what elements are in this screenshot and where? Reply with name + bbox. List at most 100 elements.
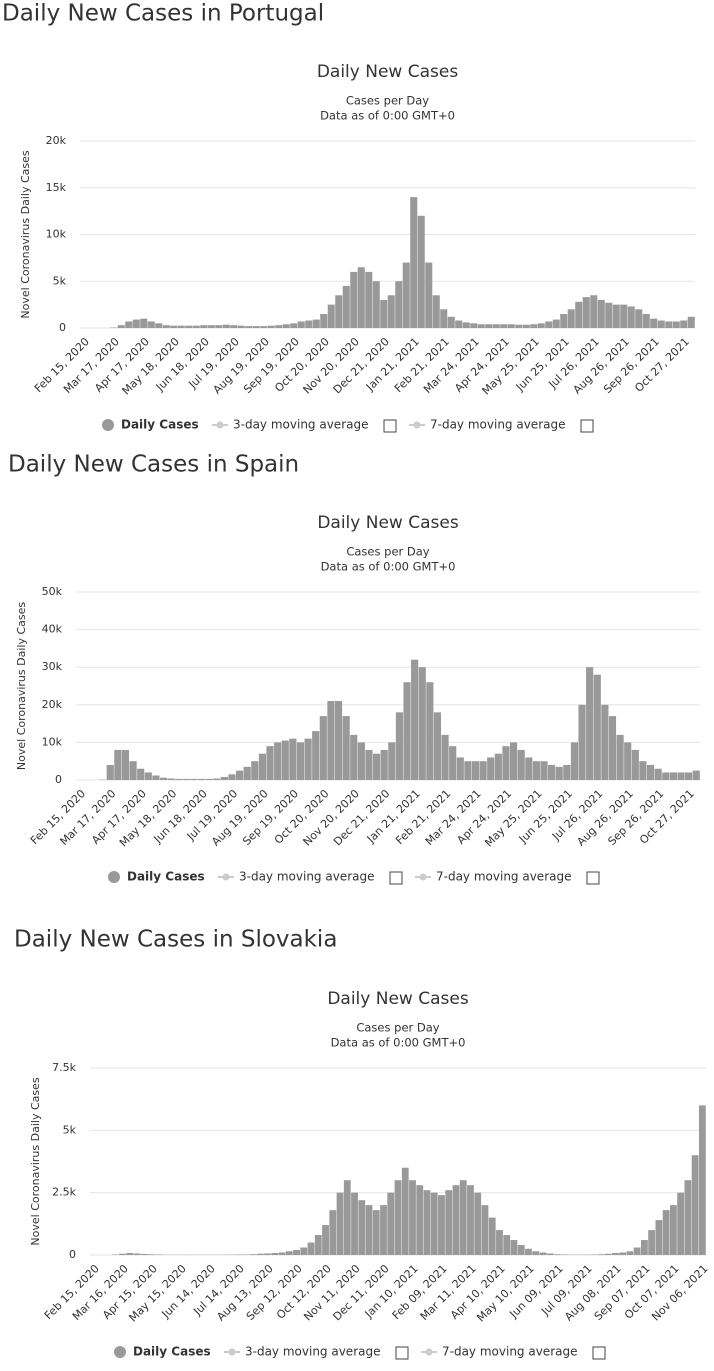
bar [357, 742, 365, 780]
bar [336, 1192, 344, 1255]
bar [430, 1192, 438, 1255]
bar [162, 325, 170, 328]
chart-subtitle: Cases per Day [356, 1021, 439, 1035]
bar [639, 761, 647, 780]
y-tick-label: 10k [42, 735, 63, 748]
bar [449, 746, 457, 780]
bar [657, 320, 665, 328]
bar [608, 716, 617, 780]
legend-label[interactable]: 3-day moving average [239, 870, 374, 884]
bar [441, 734, 449, 780]
legend-checkbox[interactable] [383, 419, 397, 433]
bar [314, 1235, 322, 1255]
bar [119, 1253, 127, 1255]
legend-label[interactable]: Daily Cases [121, 418, 199, 432]
legend-checkbox[interactable] [592, 1346, 606, 1360]
bar [372, 281, 380, 328]
bar [289, 738, 297, 780]
bar [485, 324, 493, 328]
bar [447, 316, 455, 328]
bar [545, 321, 553, 328]
legend-label[interactable]: Daily Cases [133, 1345, 211, 1359]
y-axis-label: Novel Coronavirus Daily Cases [29, 1077, 42, 1245]
bar [627, 306, 635, 328]
bar [539, 1252, 547, 1255]
bar [213, 778, 221, 780]
bar [290, 323, 298, 328]
page-heading: Daily New Cases in Portugal [2, 1, 324, 27]
bar [159, 777, 168, 780]
legend-label[interactable]: 3-day moving average [245, 1345, 380, 1359]
bar [669, 772, 677, 780]
bar [586, 667, 594, 780]
bar [604, 1253, 612, 1255]
legend-label[interactable]: 7-day moving average [436, 870, 571, 884]
bar [322, 1225, 329, 1255]
y-tick-label: 0 [55, 773, 62, 786]
bar [555, 766, 563, 780]
bar [517, 1245, 525, 1255]
bar [106, 764, 114, 780]
bar [387, 295, 395, 328]
bar [380, 299, 388, 328]
bar [395, 281, 403, 328]
chart-title: Daily New Cases [327, 989, 469, 1009]
bar [459, 1180, 467, 1255]
bar [563, 764, 571, 780]
legend-checkbox[interactable] [586, 871, 600, 885]
bar [503, 1235, 511, 1255]
bar [452, 1185, 460, 1255]
bar [140, 318, 148, 328]
bar [464, 761, 472, 780]
bar [358, 1200, 366, 1255]
bar [624, 742, 632, 780]
bar [456, 757, 464, 780]
bar [578, 704, 586, 780]
bar [532, 1251, 540, 1255]
bar [148, 1254, 156, 1255]
bar [601, 704, 609, 780]
bar [251, 761, 259, 780]
bar [175, 778, 183, 780]
bar [185, 325, 193, 328]
bar [620, 304, 628, 328]
bar [552, 319, 560, 328]
chart-subtitle: Data as of 0:00 GMT+0 [331, 1036, 466, 1050]
legend-marker [419, 873, 427, 881]
y-tick-label: 7.5k [52, 1061, 76, 1074]
bar [327, 304, 335, 328]
bar [502, 746, 510, 780]
y-tick-label: 50k [42, 585, 63, 598]
bar [593, 674, 601, 780]
bar [357, 267, 365, 328]
bar [342, 285, 350, 328]
bar [438, 1195, 445, 1255]
bar [616, 734, 624, 780]
bar [243, 766, 251, 780]
bar [215, 325, 223, 328]
bar [492, 324, 500, 328]
bar [605, 302, 613, 328]
legend-checkbox[interactable] [580, 419, 594, 433]
bar [481, 1205, 489, 1255]
bar [509, 742, 518, 780]
bar [532, 761, 540, 780]
bar [479, 761, 487, 780]
y-tick-label: 20k [46, 134, 67, 147]
legend-label[interactable]: 7-day moving average [430, 418, 565, 432]
bar [258, 753, 267, 780]
y-tick-label: 30k [42, 660, 63, 673]
legend-checkbox[interactable] [395, 1346, 409, 1360]
legend-label[interactable]: 7-day moving average [442, 1345, 577, 1359]
bar [114, 749, 122, 780]
chart-subtitle: Data as of 0:00 GMT+0 [321, 560, 456, 574]
legend-marker [222, 873, 230, 881]
bar [125, 321, 133, 328]
legend-label[interactable]: 3-day moving average [233, 418, 368, 432]
legend-checkbox[interactable] [389, 871, 403, 885]
bar [197, 778, 206, 780]
legend-label[interactable]: Daily Cases [127, 870, 205, 884]
legend-marker [114, 1346, 126, 1358]
bar [275, 325, 283, 328]
